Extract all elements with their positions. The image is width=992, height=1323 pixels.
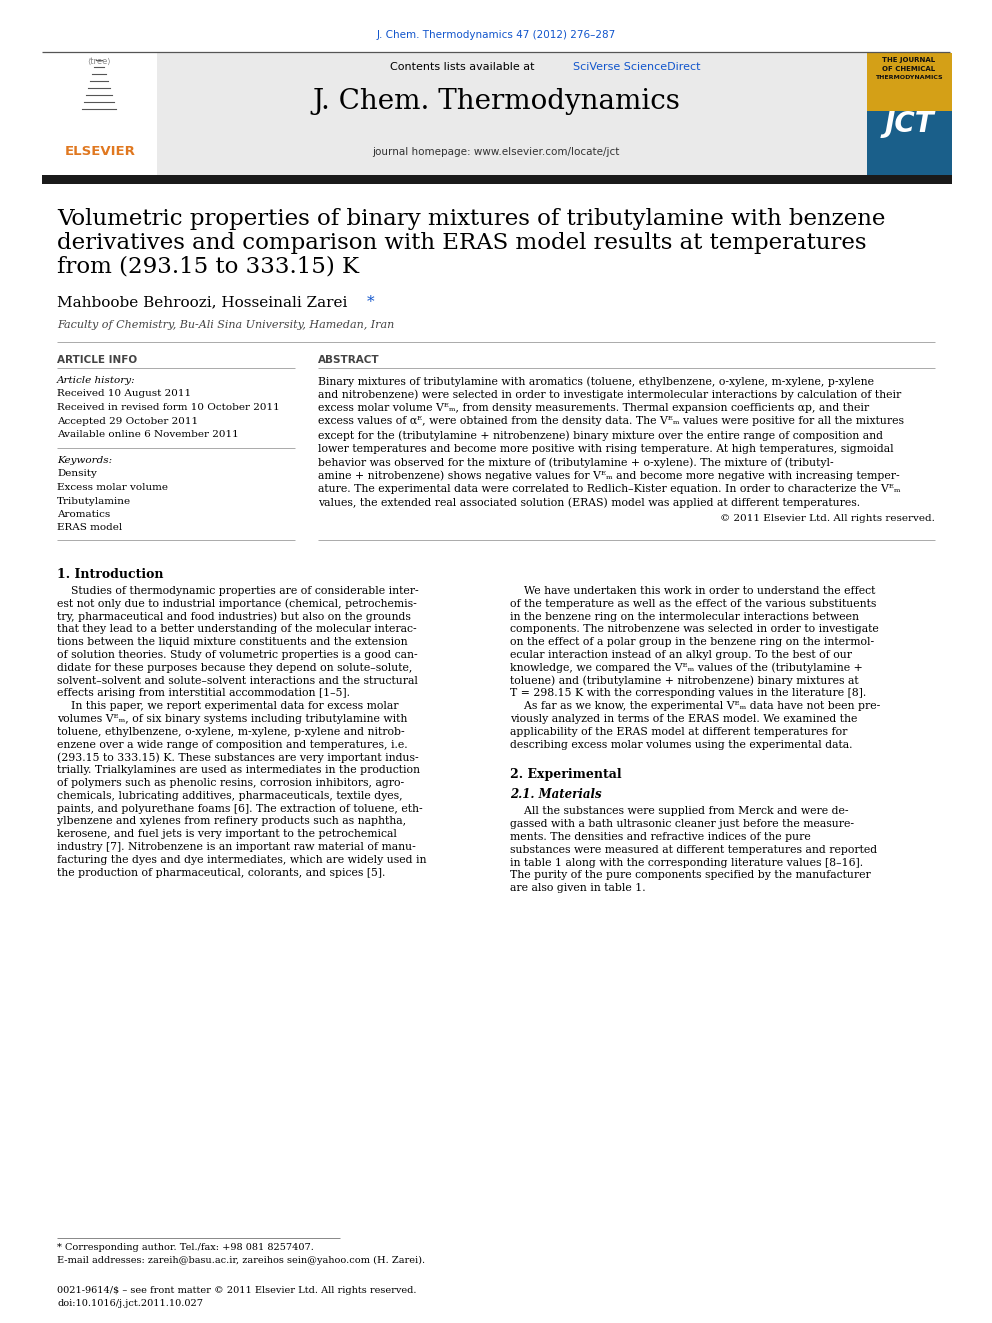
- Text: Volumetric properties of binary mixtures of tributylamine with benzene: Volumetric properties of binary mixtures…: [57, 208, 886, 230]
- Text: substances were measured at different temperatures and reported: substances were measured at different te…: [510, 845, 877, 855]
- Text: of polymers such as phenolic resins, corrosion inhibitors, agro-: of polymers such as phenolic resins, cor…: [57, 778, 404, 789]
- Text: SciVerse ScienceDirect: SciVerse ScienceDirect: [573, 62, 700, 71]
- Text: THERMODYNAMICS: THERMODYNAMICS: [875, 75, 942, 79]
- Text: except for the (tributylamine + nitrobenzene) binary mixture over the entire ran: except for the (tributylamine + nitroben…: [318, 430, 883, 441]
- Text: didate for these purposes because they depend on solute–solute,: didate for these purposes because they d…: [57, 663, 413, 673]
- Text: journal homepage: www.elsevier.com/locate/jct: journal homepage: www.elsevier.com/locat…: [372, 147, 620, 157]
- Text: excess values of αᴱ, were obtained from the density data. The Vᴱₘ values were po: excess values of αᴱ, were obtained from …: [318, 417, 904, 426]
- Text: that they lead to a better understanding of the molecular interac-: that they lead to a better understanding…: [57, 624, 417, 635]
- Text: Received 10 August 2011: Received 10 August 2011: [57, 389, 191, 398]
- Text: solvent–solvent and solute–solvent interactions and the structural: solvent–solvent and solute–solvent inter…: [57, 676, 418, 685]
- Text: T = 298.15 K with the corresponding values in the literature [8].: T = 298.15 K with the corresponding valu…: [510, 688, 866, 699]
- Text: In this paper, we report experimental data for excess molar: In this paper, we report experimental da…: [57, 701, 399, 712]
- Text: of the temperature as well as the effect of the various substituents: of the temperature as well as the effect…: [510, 599, 876, 609]
- Text: try, pharmaceutical and food industries) but also on the grounds: try, pharmaceutical and food industries)…: [57, 611, 411, 622]
- Text: JCT: JCT: [884, 110, 933, 138]
- Text: © 2011 Elsevier Ltd. All rights reserved.: © 2011 Elsevier Ltd. All rights reserved…: [720, 515, 935, 523]
- Text: We have undertaken this work in order to understand the effect: We have undertaken this work in order to…: [510, 586, 875, 595]
- Text: lower temperatures and become more positive with rising temperature. At high tem: lower temperatures and become more posit…: [318, 443, 894, 454]
- Text: viously analyzed in terms of the ERAS model. We examined the: viously analyzed in terms of the ERAS mo…: [510, 714, 857, 724]
- Text: E-mail addresses: zareih@basu.ac.ir, zareihos sein@yahoo.com (H. Zarei).: E-mail addresses: zareih@basu.ac.ir, zar…: [57, 1256, 426, 1265]
- Text: Mahboobe Behroozi, Hosseinali Zarei: Mahboobe Behroozi, Hosseinali Zarei: [57, 295, 352, 310]
- Text: (293.15 to 333.15) K. These substances are very important indus-: (293.15 to 333.15) K. These substances a…: [57, 753, 419, 763]
- Text: effects arising from interstitial accommodation [1–5].: effects arising from interstitial accomm…: [57, 688, 350, 699]
- Text: The purity of the pure components specified by the manufacturer: The purity of the pure components specif…: [510, 871, 871, 880]
- Text: derivatives and comparison with ERAS model results at temperatures: derivatives and comparison with ERAS mod…: [57, 232, 866, 254]
- Text: of solution theories. Study of volumetric properties is a good can-: of solution theories. Study of volumetri…: [57, 650, 418, 660]
- Text: tions between the liquid mixture constituents and the extension: tions between the liquid mixture constit…: [57, 638, 408, 647]
- Text: excess molar volume Vᴱₘ, from density measurements. Thermal expansion coefficien: excess molar volume Vᴱₘ, from density me…: [318, 404, 869, 413]
- Text: THE JOURNAL: THE JOURNAL: [883, 57, 935, 64]
- Text: the production of pharmaceutical, colorants, and spices [5].: the production of pharmaceutical, colora…: [57, 868, 385, 877]
- Text: Received in revised form 10 October 2011: Received in revised form 10 October 2011: [57, 404, 280, 411]
- Text: on the effect of a polar group in the benzene ring on the intermol-: on the effect of a polar group in the be…: [510, 638, 874, 647]
- Text: industry [7]. Nitrobenzene is an important raw material of manu-: industry [7]. Nitrobenzene is an importa…: [57, 841, 416, 852]
- Text: ARTICLE INFO: ARTICLE INFO: [57, 355, 137, 365]
- Text: chemicals, lubricating additives, pharmaceuticals, textile dyes,: chemicals, lubricating additives, pharma…: [57, 791, 403, 800]
- Text: Binary mixtures of tributylamine with aromatics (toluene, ethylbenzene, o-xylene: Binary mixtures of tributylamine with ar…: [318, 376, 874, 386]
- Text: Available online 6 November 2011: Available online 6 November 2011: [57, 430, 239, 439]
- Text: Faculty of Chemistry, Bu-Ali Sina University, Hamedan, Iran: Faculty of Chemistry, Bu-Ali Sina Univer…: [57, 320, 394, 329]
- Text: Excess molar volume: Excess molar volume: [57, 483, 168, 492]
- Text: amine + nitrobenzene) shows negative values for Vᴱₘ and become more negative wit: amine + nitrobenzene) shows negative val…: [318, 471, 900, 482]
- Text: doi:10.1016/j.jct.2011.10.027: doi:10.1016/j.jct.2011.10.027: [57, 1299, 203, 1308]
- Text: ERAS model: ERAS model: [57, 524, 122, 532]
- Text: applicability of the ERAS model at different temperatures for: applicability of the ERAS model at diffe…: [510, 726, 847, 737]
- Text: trially. Trialkylamines are used as intermediates in the production: trially. Trialkylamines are used as inte…: [57, 765, 420, 775]
- Text: knowledge, we compared the Vᴱₘ values of the (tributylamine +: knowledge, we compared the Vᴱₘ values of…: [510, 663, 863, 673]
- Text: All the substances were supplied from Merck and were de-: All the substances were supplied from Me…: [510, 807, 848, 816]
- Bar: [157, 53, 867, 175]
- Text: J. Chem. Thermodynamics 47 (2012) 276–287: J. Chem. Thermodynamics 47 (2012) 276–28…: [376, 30, 616, 40]
- Text: facturing the dyes and dye intermediates, which are widely used in: facturing the dyes and dye intermediates…: [57, 855, 427, 865]
- Text: are also given in table 1.: are also given in table 1.: [510, 884, 646, 893]
- Text: from (293.15 to 333.15) K: from (293.15 to 333.15) K: [57, 255, 359, 278]
- Text: 1. Introduction: 1. Introduction: [57, 568, 164, 581]
- Text: and nitrobenzene) were selected in order to investigate intermolecular interacti: and nitrobenzene) were selected in order…: [318, 389, 902, 400]
- Text: As far as we know, the experimental Vᴱₘ data have not been pre-: As far as we know, the experimental Vᴱₘ …: [510, 701, 880, 712]
- Text: ature. The experimental data were correlated to Redlich–Kister equation. In orde: ature. The experimental data were correl…: [318, 484, 901, 493]
- Text: in the benzene ring on the intermolecular interactions between: in the benzene ring on the intermolecula…: [510, 611, 859, 622]
- Text: toluene, ethylbenzene, o-xylene, m-xylene, p-xylene and nitrob-: toluene, ethylbenzene, o-xylene, m-xylen…: [57, 726, 405, 737]
- Text: Article history:: Article history:: [57, 376, 136, 385]
- Text: OF CHEMICAL: OF CHEMICAL: [883, 66, 935, 71]
- Text: Density: Density: [57, 470, 97, 479]
- Text: values, the extended real associated solution (ERAS) model was applied at differ: values, the extended real associated sol…: [318, 497, 860, 508]
- Bar: [867, 53, 952, 175]
- Text: Tributylamine: Tributylamine: [57, 496, 131, 505]
- Text: ments. The densities and refractive indices of the pure: ments. The densities and refractive indi…: [510, 832, 810, 841]
- Bar: [42, 53, 157, 175]
- Text: est not only due to industrial importance (chemical, petrochemis-: est not only due to industrial importanc…: [57, 599, 417, 610]
- Text: Accepted 29 October 2011: Accepted 29 October 2011: [57, 417, 198, 426]
- Text: toluene) and (tributylamine + nitrobenzene) binary mixtures at: toluene) and (tributylamine + nitrobenze…: [510, 676, 859, 687]
- Text: Contents lists available at: Contents lists available at: [390, 62, 538, 71]
- Text: paints, and polyurethane foams [6]. The extraction of toluene, eth-: paints, and polyurethane foams [6]. The …: [57, 803, 423, 814]
- Text: ELSEVIER: ELSEVIER: [65, 146, 136, 157]
- Text: Aromatics: Aromatics: [57, 509, 110, 519]
- Text: ecular interaction instead of an alkyl group. To the best of our: ecular interaction instead of an alkyl g…: [510, 650, 852, 660]
- Text: *: *: [367, 295, 375, 310]
- Text: ylbenzene and xylenes from refinery products such as naphtha,: ylbenzene and xylenes from refinery prod…: [57, 816, 406, 827]
- Text: 2.1. Materials: 2.1. Materials: [510, 789, 601, 802]
- Bar: [867, 53, 952, 111]
- Text: behavior was observed for the mixture of (tributylamine + o-xylene). The mixture: behavior was observed for the mixture of…: [318, 456, 833, 467]
- Text: 2. Experimental: 2. Experimental: [510, 769, 622, 782]
- Text: volumes Vᴱₘ, of six binary systems including tributylamine with: volumes Vᴱₘ, of six binary systems inclu…: [57, 714, 408, 724]
- Text: 0021-9614/$ – see front matter © 2011 Elsevier Ltd. All rights reserved.: 0021-9614/$ – see front matter © 2011 El…: [57, 1286, 417, 1295]
- Text: kerosene, and fuel jets is very important to the petrochemical: kerosene, and fuel jets is very importan…: [57, 830, 397, 839]
- Text: enzene over a wide range of composition and temperatures, i.e.: enzene over a wide range of composition …: [57, 740, 408, 750]
- Text: ABSTRACT: ABSTRACT: [318, 355, 380, 365]
- Text: Studies of thermodynamic properties are of considerable inter-: Studies of thermodynamic properties are …: [57, 586, 419, 595]
- Text: ⟨tree⟩: ⟨tree⟩: [87, 57, 111, 66]
- Bar: [42, 175, 952, 184]
- Text: * Corresponding author. Tel./fax: +98 081 8257407.: * Corresponding author. Tel./fax: +98 08…: [57, 1244, 313, 1252]
- Text: components. The nitrobenzene was selected in order to investigate: components. The nitrobenzene was selecte…: [510, 624, 879, 635]
- Text: describing excess molar volumes using the experimental data.: describing excess molar volumes using th…: [510, 740, 852, 750]
- Text: Keywords:: Keywords:: [57, 456, 112, 464]
- Text: gassed with a bath ultrasonic cleaner just before the measure-: gassed with a bath ultrasonic cleaner ju…: [510, 819, 854, 830]
- Text: in table 1 along with the corresponding literature values [8–16].: in table 1 along with the corresponding …: [510, 857, 863, 868]
- Text: J. Chem. Thermodynamics: J. Chem. Thermodynamics: [312, 89, 680, 115]
